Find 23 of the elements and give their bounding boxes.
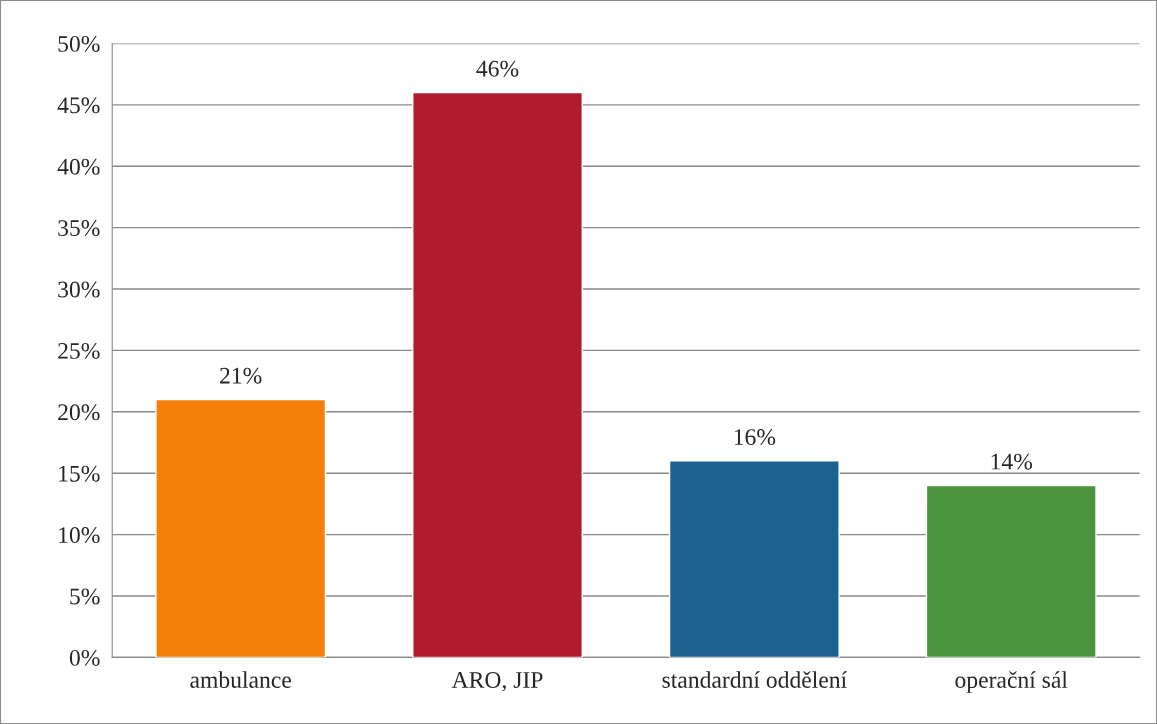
y-tick-label: 0% — [69, 649, 100, 666]
bar — [155, 398, 327, 658]
data-label: 14% — [991, 453, 1033, 470]
data-label: 46% — [476, 60, 519, 77]
y-tick-label: 10% — [59, 527, 100, 544]
y-tick-label: 45% — [57, 97, 100, 114]
y-tick-label: 15% — [59, 465, 100, 482]
y-tick-label: 50% — [58, 35, 100, 52]
y-tick-label: 40% — [57, 158, 100, 175]
x-tick-label: standardní oddělení — [662, 671, 847, 688]
y-tick-label: 30% — [58, 281, 100, 298]
x-tick-label: ambulance — [190, 671, 291, 688]
x-tick-label: operační sál — [955, 671, 1068, 693]
data-label: 16% — [734, 429, 776, 446]
y-tick-label: 20% — [58, 404, 100, 421]
bar — [668, 460, 840, 658]
x-tick-label: ARO, JIP — [451, 672, 543, 692]
y-tick-label: 35% — [58, 220, 100, 237]
bar — [925, 484, 1097, 658]
y-tick-label: 25% — [58, 342, 100, 359]
y-tick-label: 5% — [70, 588, 100, 605]
bar — [412, 91, 583, 658]
data-label: 21% — [220, 367, 262, 384]
